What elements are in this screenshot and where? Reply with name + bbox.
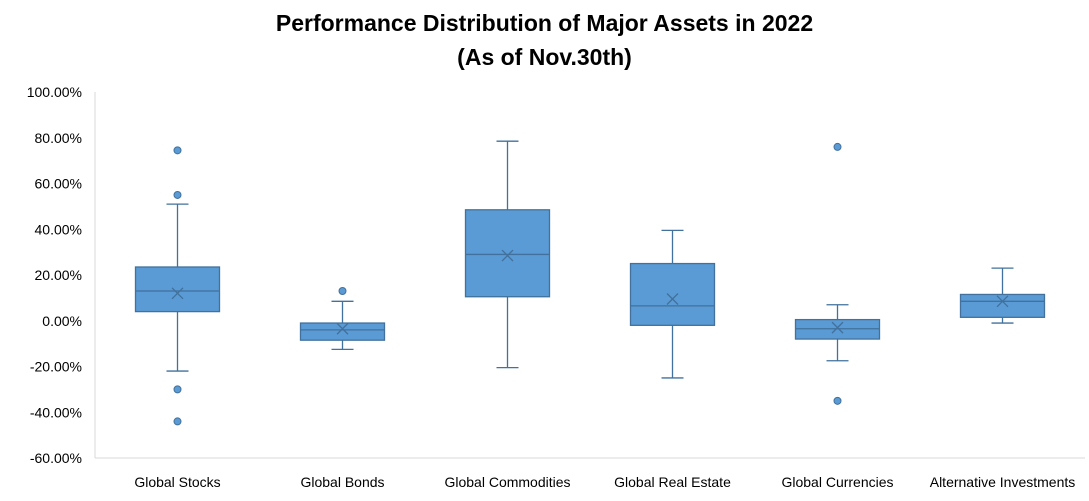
y-tick-label: -20.00% [30,359,82,375]
chart-subtitle: (As of Nov.30th) [457,44,632,70]
box-iqr [629,262,716,326]
mean-marker [171,287,184,300]
category-label: Global Commodities [444,474,570,490]
category-label: Global Real Estate [614,474,731,490]
box-iqr [299,322,386,341]
box-group [464,140,551,369]
y-tick-label: -40.00% [30,404,82,420]
outlier-point [173,190,182,199]
outlier-point [173,385,182,394]
mean-marker [666,293,679,305]
box-iqr [134,266,221,313]
chart-title: Performance Distribution of Major Assets… [275,10,814,36]
mean-marker [996,295,1009,308]
mean-marker [501,249,514,262]
box-group [134,146,221,426]
mean-marker [831,321,844,334]
y-tick-label: 80.00% [35,130,82,146]
category-label: Alternative Investments [930,474,1076,490]
y-tick-label: 100.00% [27,84,82,100]
box-group [629,229,716,379]
y-tick-label: 40.00% [35,221,82,237]
category-label: Global Bonds [300,474,384,490]
outlier-point [833,396,842,405]
y-tick-label: -60.00% [30,450,82,466]
box-group [959,267,1046,324]
outlier-point [833,142,842,151]
y-tick-label: 0.00% [42,313,82,329]
y-tick-label: 20.00% [35,267,82,283]
outlier-point [173,417,182,426]
y-tick-label: 60.00% [35,176,82,192]
category-label: Global Currencies [781,474,893,490]
outlier-point [338,287,347,296]
category-label: Global Stocks [134,474,220,490]
mean-marker [336,322,349,335]
box-group [299,287,386,350]
outlier-point [173,146,182,155]
box-iqr [464,209,551,298]
box-iqr [959,293,1046,318]
box-group [794,142,881,405]
